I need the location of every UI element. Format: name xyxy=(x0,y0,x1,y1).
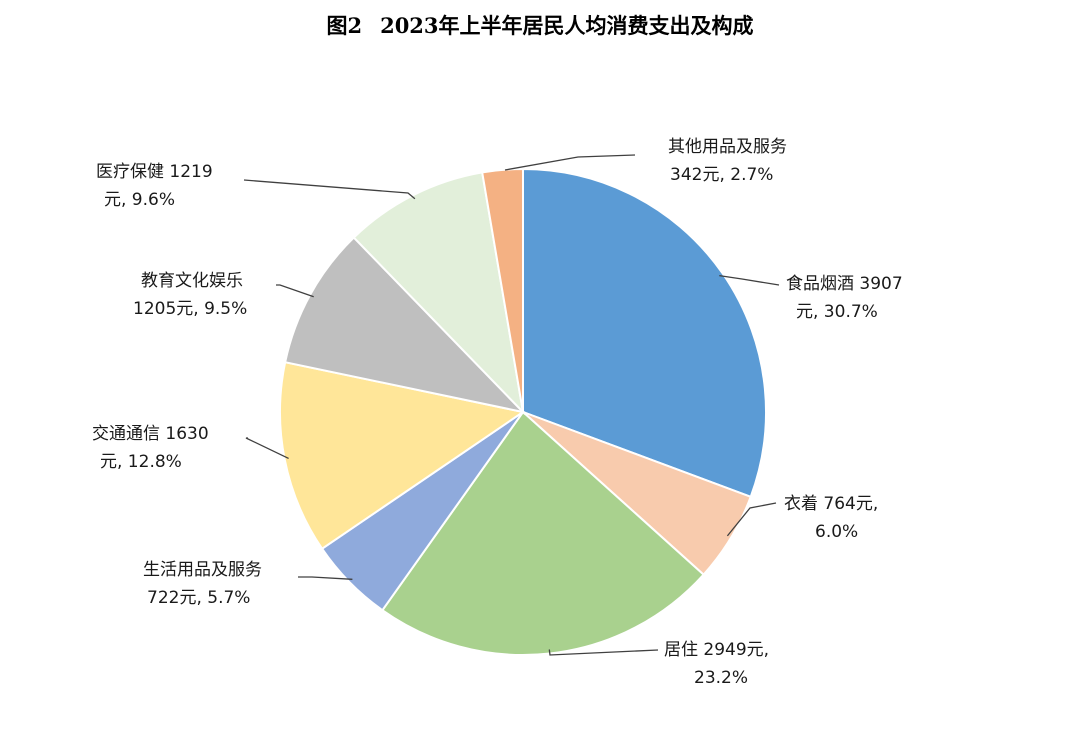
label-housing-line2: 23.2% xyxy=(694,668,749,688)
label-food-line1: 食品烟酒 3907 xyxy=(786,274,903,294)
label-other-line2: 342元, 2.7% xyxy=(670,165,774,185)
label-transport-line1: 交通通信 1630 xyxy=(92,424,209,444)
label-other-line1: 其他用品及服务 xyxy=(668,137,787,157)
label-clothing: 衣着 764元, 6.0% xyxy=(784,490,878,546)
figure-number: 图2 xyxy=(326,13,363,38)
pie-slice-other xyxy=(481,167,524,413)
leader-line-clothing xyxy=(726,502,777,537)
chart-title: 图2 2023年上半年居民人均消费支出及构成 xyxy=(0,10,1080,40)
label-clothing-line1: 衣着 764元, xyxy=(784,494,879,514)
label-transport: 交通通信 1630 元, 12.8% xyxy=(92,420,209,476)
leader-line-household xyxy=(298,576,353,580)
label-household: 生活用品及服务 722元, 5.7% xyxy=(143,556,262,612)
title-text: 2023年上半年居民人均消费支出及构成 xyxy=(380,13,754,38)
label-transport-line2: 元, 12.8% xyxy=(100,452,182,472)
label-other: 其他用品及服务 342元, 2.7% xyxy=(668,133,787,189)
pie-slice-medical xyxy=(352,171,525,416)
label-household-line2: 722元, 5.7% xyxy=(147,588,251,608)
leader-line-medical xyxy=(243,179,416,200)
label-housing-line1: 居住 2949元, xyxy=(664,640,770,660)
leader-line-education xyxy=(276,284,314,298)
label-clothing-line2: 6.0% xyxy=(815,522,859,542)
pie-slice-transport xyxy=(279,361,526,551)
pie-slice-education xyxy=(283,236,526,414)
label-housing: 居住 2949元, 23.2% xyxy=(664,636,769,692)
leader-lines xyxy=(243,154,780,656)
leader-line-housing xyxy=(548,649,659,656)
label-food-line2: 元, 30.7% xyxy=(796,302,878,322)
pie-slice-food xyxy=(522,167,767,499)
label-medical-line1: 医疗保健 1219 xyxy=(96,162,213,182)
label-household-line1: 生活用品及服务 xyxy=(143,560,262,580)
leader-line-other xyxy=(504,154,636,171)
label-medical: 医疗保健 1219 元, 9.6% xyxy=(96,158,213,214)
label-education: 教育文化娱乐 1205元, 9.5% xyxy=(133,267,247,323)
label-food: 食品烟酒 3907 元, 30.7% xyxy=(786,270,903,326)
leader-line-food xyxy=(719,274,780,286)
label-medical-line2: 元, 9.6% xyxy=(104,190,175,210)
label-education-line1: 教育文化娱乐 xyxy=(141,271,243,291)
leader-line-transport xyxy=(245,437,289,459)
label-education-line2: 1205元, 9.5% xyxy=(133,299,248,319)
pie-slices xyxy=(279,167,767,656)
